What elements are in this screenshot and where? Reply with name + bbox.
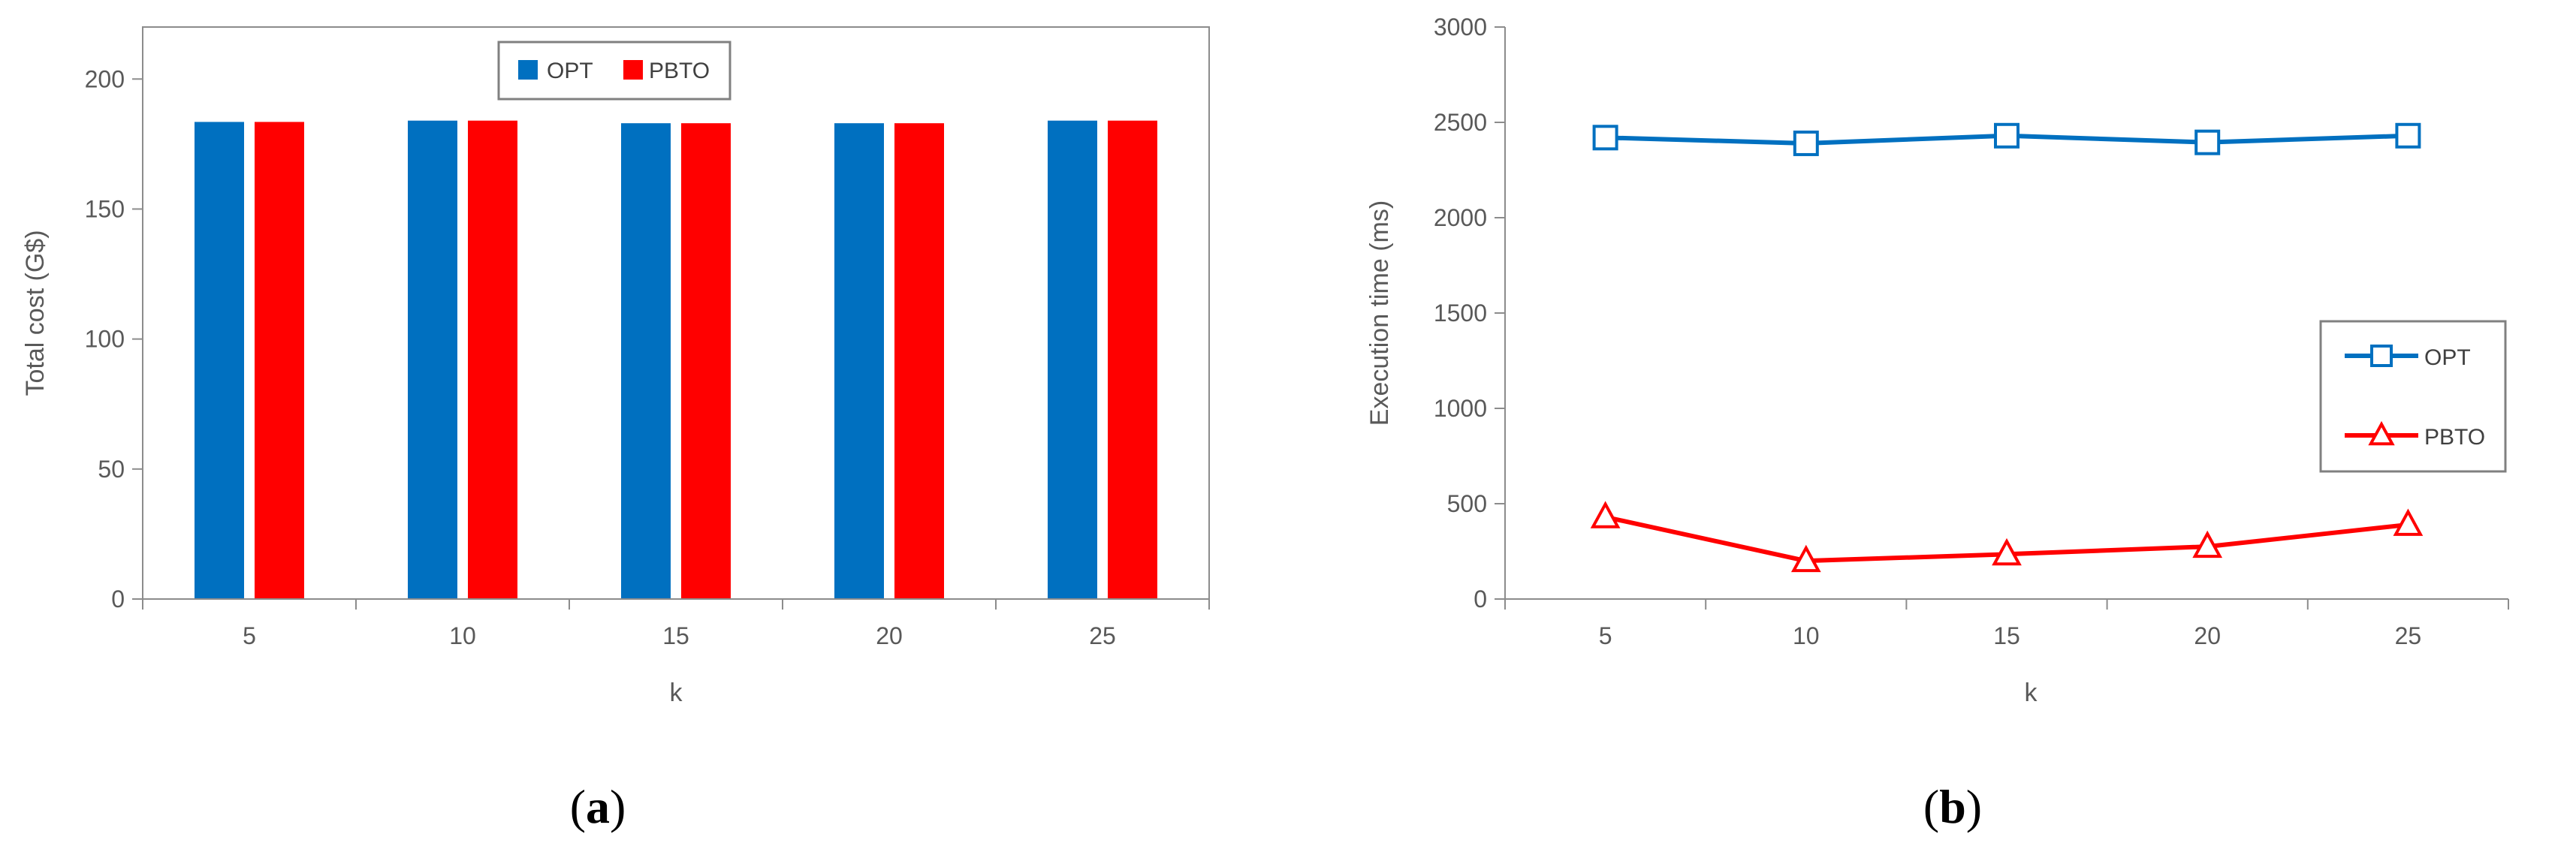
chart-b-y-tick-label: 2000: [1434, 204, 1487, 231]
chart-b-y-tick-label: 3000: [1434, 14, 1487, 41]
chart-a-bar-opt-k25: [1048, 120, 1097, 599]
chart-b-point-pbto-k20: [2192, 530, 2223, 558]
chart-b-point-opt-k15: [1994, 122, 2019, 149]
chart-b-lines: [1590, 122, 2424, 573]
chart-a-bar-pbto-k15: [681, 123, 731, 599]
chart-a-legend: OPT PBTO: [497, 41, 731, 101]
chart-b-legend-label-pbto: PBTO: [2424, 425, 2485, 450]
chart-a-y-axis-label: Total cost (G$): [21, 230, 50, 396]
chart-a-total-cost: 0 50 100 150 200 5 10 15 20 25 Total cost (G$) k…: [21, 26, 1210, 833]
chart-b-caption: (b): [1923, 780, 1982, 833]
chart-b-execution-time: 0 500 1000 1500 2000 2500 3000 5 10 15 20 25 Execu…: [1365, 14, 2509, 833]
chart-b-x-tick-label: 20: [2194, 622, 2221, 649]
chart-b-legend-box: [2319, 320, 2507, 473]
chart-b-point-pbto-k15: [1992, 537, 2022, 566]
chart-b-x-ticks: 5 10 15 20 25: [1504, 599, 2509, 649]
chart-a-caption: (a): [570, 780, 626, 833]
chart-b-point-opt-k10: [1793, 130, 1819, 156]
chart-b-y-tick-label: 1000: [1434, 395, 1487, 422]
chart-b-y-ticks: 0 500 1000 1500 2000 2500 3000: [1434, 14, 1505, 613]
chart-b-legend-item-opt: [2345, 345, 2418, 367]
chart-a-y-tick-label: 100: [85, 326, 125, 353]
chart-a-x-axis-label: k: [670, 679, 683, 707]
chart-b-legend-marker-pbto: [2368, 420, 2395, 446]
chart-b-x-tick-label: 25: [2395, 622, 2422, 649]
chart-b-y-tick-label: 1500: [1434, 300, 1487, 327]
chart-b-y-axis-label: Execution time (ms): [1365, 200, 1394, 426]
chart-a-x-tick-label: 10: [449, 622, 476, 649]
chart-b-point-opt-k25: [2395, 122, 2421, 149]
chart-a-bar-opt-k5: [195, 122, 244, 599]
chart-b-x-tick-label: 10: [1793, 622, 1820, 649]
chart-b-point-pbto-k5: [1590, 501, 1621, 528]
chart-b-y-tick-label: 0: [1474, 586, 1487, 613]
chart-b-legend-label-opt: OPT: [2424, 345, 2471, 370]
chart-a-y-ticks: 0 50 100 150 200: [85, 65, 143, 613]
chart-b-point-pbto-k25: [2393, 508, 2424, 536]
chart-a-y-tick-label: 150: [85, 195, 125, 222]
chart-b-x-tick-label: 5: [1599, 622, 1612, 649]
chart-a-legend-label-opt: OPT: [547, 59, 593, 83]
chart-a-x-ticks: 5 10 15 20 25: [142, 599, 1210, 649]
chart-a-bar-pbto-k5: [255, 122, 304, 599]
chart-a-bars: [195, 120, 1157, 599]
chart-a-y-tick-label: 200: [85, 65, 125, 92]
chart-b-y-tick-label: 2500: [1434, 109, 1487, 136]
chart-a-y-tick-label: 0: [111, 586, 125, 613]
chart-b-x-tick-label: 15: [1993, 622, 2020, 649]
chart-a-legend-swatch-opt: [518, 60, 538, 80]
chart-b-x-axis-label: k: [2025, 679, 2038, 707]
chart-a-bar-pbto-k25: [1108, 120, 1157, 599]
chart-a-bar-pbto-k10: [468, 120, 517, 599]
chart-b-point-pbto-k10: [1790, 544, 1821, 573]
chart-a-x-tick-label: 5: [243, 622, 256, 649]
chart-b-point-opt-k5: [1592, 125, 1618, 151]
chart-b-point-opt-k20: [2194, 129, 2221, 155]
chart-a-x-tick-label: 20: [876, 622, 903, 649]
chart-b-legend-item-pbto: [2345, 420, 2418, 446]
chart-b-legend-marker-opt: [2370, 345, 2393, 367]
chart-a-y-tick-label: 50: [98, 456, 125, 483]
chart-a-bar-opt-k10: [408, 120, 457, 599]
chart-a-bar-opt-k20: [834, 123, 884, 599]
chart-a-x-tick-label: 15: [662, 622, 689, 649]
chart-b-legend: OPT PBTO: [2319, 320, 2507, 473]
chart-a-plot-area: [142, 26, 1210, 600]
chart-a-x-tick-label: 25: [1089, 622, 1116, 649]
chart-a-legend-swatch-pbto: [623, 60, 643, 80]
chart-a-bar-opt-k15: [621, 123, 671, 599]
chart-a-legend-label-pbto: PBTO: [649, 59, 710, 83]
chart-b-y-tick-label: 500: [1447, 490, 1487, 517]
chart-a-bar-pbto-k20: [894, 123, 944, 599]
